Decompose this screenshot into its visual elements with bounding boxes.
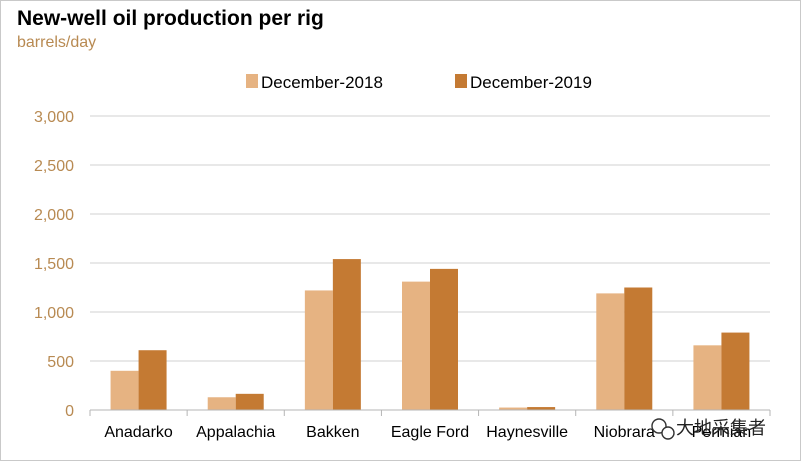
y-tick-label: 3,000 <box>34 109 74 126</box>
bar <box>138 350 167 410</box>
bar <box>304 290 333 410</box>
x-tick-label: Bakken <box>306 424 359 441</box>
bar <box>499 407 528 410</box>
legend-swatch <box>455 74 467 88</box>
y-tick-label: 2,500 <box>34 158 74 175</box>
y-tick-label: 1,000 <box>34 305 74 322</box>
legend-label: December-2019 <box>470 73 592 92</box>
bar <box>721 332 750 410</box>
wechat-icon <box>651 418 675 440</box>
x-tick-label: Appalachia <box>196 424 275 441</box>
bar <box>110 370 139 410</box>
legend-swatch <box>246 74 258 88</box>
bar <box>624 287 653 410</box>
legend-label: December-2018 <box>261 73 383 92</box>
bar <box>235 393 264 410</box>
y-tick-label: 1,500 <box>34 256 74 273</box>
chart-subtitle: barrels/day <box>17 34 97 51</box>
bar <box>596 293 625 410</box>
x-tick-label: Eagle Ford <box>391 424 469 441</box>
y-tick-label: 2,000 <box>34 207 74 224</box>
x-tick-label: Permian <box>692 424 752 441</box>
y-tick-label: 500 <box>47 354 74 371</box>
bar <box>207 397 236 410</box>
bar <box>527 407 556 410</box>
x-tick-label: Niobrara <box>594 424 655 441</box>
x-tick-label: Haynesville <box>486 424 568 441</box>
bar <box>693 345 722 410</box>
bar <box>430 268 458 410</box>
chart-title: New-well oil production per rig <box>17 7 324 30</box>
x-tick-label: Anadarko <box>104 424 173 441</box>
watermark-text: 大地采集者 <box>676 418 766 439</box>
y-tick-label: 0 <box>65 403 74 420</box>
bar <box>332 259 361 410</box>
bar <box>402 281 430 410</box>
